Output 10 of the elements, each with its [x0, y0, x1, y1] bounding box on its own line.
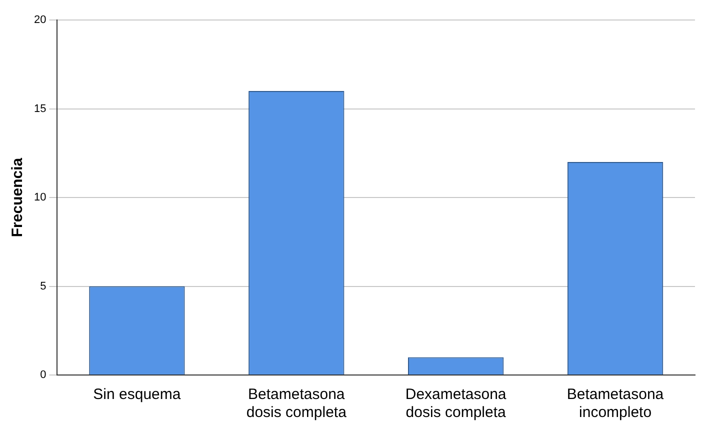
x-tick-label: Betametasona dosis completa	[246, 386, 348, 422]
y-axis-title: Frecuencia	[9, 157, 26, 238]
y-tick-label: 10	[34, 192, 46, 204]
x-tick-label: Dexametasona dosis completa	[405, 386, 507, 422]
x-tick-label: Betametasona incompleto	[566, 386, 664, 422]
x-tick-label: Sin esquema	[93, 386, 182, 404]
y-tick-label: 5	[40, 280, 46, 292]
y-tick-label: 20	[34, 14, 46, 26]
y-tick-label: 15	[34, 102, 46, 115]
y-tick-label: 0	[40, 369, 46, 382]
